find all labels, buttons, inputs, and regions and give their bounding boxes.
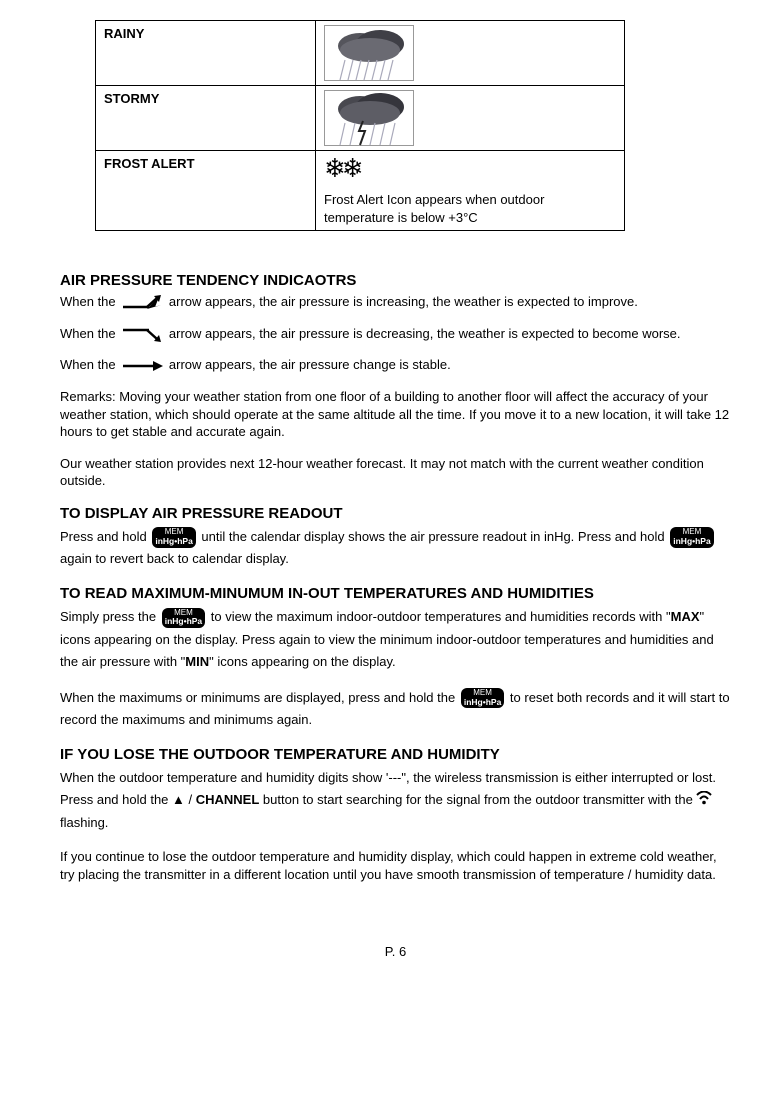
mem-button-icon: MEMinHg•hPa bbox=[670, 527, 713, 547]
maxmin-para1: Simply press the MEMinHg•hPa to view the… bbox=[60, 606, 731, 672]
frost-alert-icon: ❄❄ bbox=[324, 155, 616, 181]
arrow-down-icon bbox=[121, 326, 163, 342]
lose-para1: When the outdoor temperature and humidit… bbox=[60, 767, 731, 834]
max-label: MAX bbox=[671, 609, 700, 624]
text: arrow appears, the air pressure is decre… bbox=[169, 326, 681, 341]
text: When the bbox=[60, 294, 119, 309]
page-number: P. 6 bbox=[60, 943, 731, 961]
text: When the bbox=[60, 326, 119, 341]
heading-lose: IF YOU LOSE THE OUTDOOR TEMPERATURE AND … bbox=[60, 745, 731, 765]
mem-button-icon: MEMinHg•hPa bbox=[162, 608, 205, 628]
signal-icon bbox=[696, 790, 712, 812]
stormy-icon bbox=[324, 90, 414, 146]
table-row: FROST ALERT ❄❄ Frost Alert Icon appears … bbox=[96, 151, 625, 231]
row-icon-cell: ❄❄ Frost Alert Icon appears when outdoor… bbox=[316, 151, 625, 231]
row-icon-cell bbox=[316, 21, 625, 86]
text: arrow appears, the air pressure is incre… bbox=[169, 294, 638, 309]
min-label: MIN bbox=[185, 654, 209, 669]
text: until the calendar display shows the air… bbox=[201, 529, 668, 544]
tendency-stable: When the arrow appears, the air pressure… bbox=[60, 356, 731, 374]
heading-maxmin: TO READ MAXIMUM-MINUMUM IN-OUT TEMPERATU… bbox=[60, 584, 731, 604]
table-row: STORMY bbox=[96, 86, 625, 151]
arrow-up-icon bbox=[121, 295, 163, 311]
heading-readout: TO DISPLAY AIR PRESSURE READOUT bbox=[60, 504, 731, 524]
arrow-flat-icon bbox=[121, 359, 163, 373]
rainy-icon bbox=[324, 25, 414, 81]
lose-para2: If you continue to lose the outdoor temp… bbox=[60, 848, 731, 883]
row-label: FROST ALERT bbox=[96, 151, 316, 231]
row-label: STORMY bbox=[96, 86, 316, 151]
row-icon-cell bbox=[316, 86, 625, 151]
text: button to start searching for the signal… bbox=[259, 792, 696, 807]
text: again to revert back to calendar display… bbox=[60, 551, 289, 566]
channel-label: CHANNEL bbox=[196, 792, 260, 807]
frost-desc: Frost Alert Icon appears when outdoor te… bbox=[324, 192, 544, 225]
text: Simply press the bbox=[60, 609, 160, 624]
mem-button-icon: MEMinHg•hPa bbox=[461, 688, 504, 708]
text: flashing. bbox=[60, 815, 108, 830]
tendency-forecast: Our weather station provides next 12-hou… bbox=[60, 455, 731, 490]
tendency-decreasing: When the arrow appears, the air pressure… bbox=[60, 325, 731, 343]
mem-button-icon: MEMinHg•hPa bbox=[152, 527, 195, 547]
readout-para: Press and hold MEMinHg•hPa until the cal… bbox=[60, 526, 731, 570]
tendency-remarks: Remarks: Moving your weather station fro… bbox=[60, 388, 731, 441]
heading-tendency: AIR PRESSURE TENDENCY INDICAOTRS bbox=[60, 271, 731, 291]
text: arrow appears, the air pressure change i… bbox=[169, 357, 451, 372]
text: to view the maximum indoor-outdoor tempe… bbox=[211, 609, 671, 624]
row-label: RAINY bbox=[96, 21, 316, 86]
text: " icons appearing on the display. bbox=[209, 654, 396, 669]
text: Press and hold bbox=[60, 529, 150, 544]
maxmin-para2: When the maximums or minimums are displa… bbox=[60, 687, 731, 731]
table-row: RAINY bbox=[96, 21, 625, 86]
tendency-increasing: When the arrow appears, the air pressure… bbox=[60, 293, 731, 311]
text: When the bbox=[60, 357, 119, 372]
text: When the maximums or minimums are displa… bbox=[60, 690, 459, 705]
weather-icon-table: RAINY STORMY bbox=[95, 20, 625, 231]
